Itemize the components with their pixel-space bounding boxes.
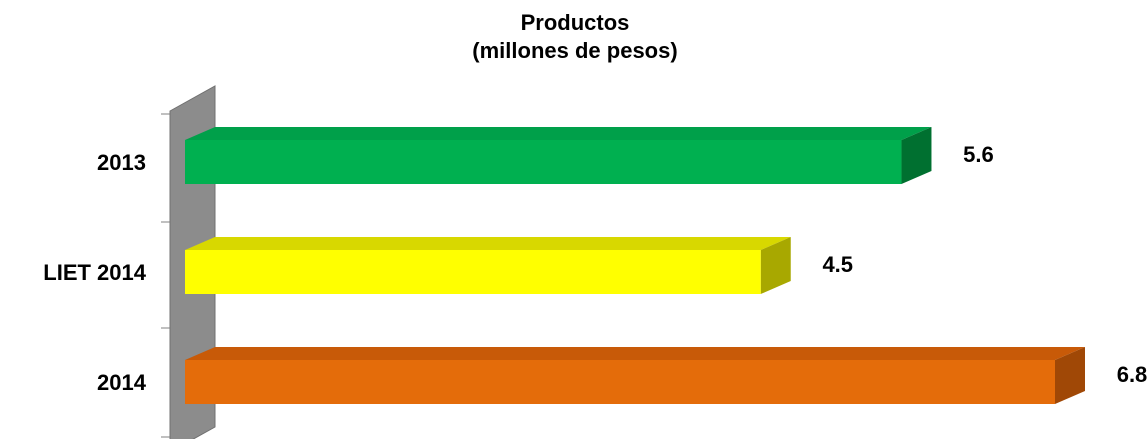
- category-label-1: LIET 2014: [43, 260, 146, 285]
- chart-title: Productos: [521, 10, 630, 35]
- value-label-2: 6.8: [1117, 362, 1148, 387]
- bar-top-1: [185, 237, 791, 250]
- bar-side-2: [1055, 347, 1085, 404]
- bar-side-0: [901, 127, 932, 184]
- chart-subtitle: (millones de pesos): [472, 38, 677, 63]
- category-label-0: 2013: [97, 150, 146, 175]
- bar-top-2: [185, 347, 1085, 360]
- value-label-0: 5.6: [963, 142, 994, 167]
- value-label-1: 4.5: [822, 252, 853, 277]
- bar-top-0: [185, 127, 932, 140]
- bar-0: [185, 140, 902, 184]
- bar-1: [185, 250, 761, 294]
- bar-side-1: [760, 237, 791, 294]
- bar-2: [185, 360, 1055, 404]
- category-label-2: 2014: [97, 370, 147, 395]
